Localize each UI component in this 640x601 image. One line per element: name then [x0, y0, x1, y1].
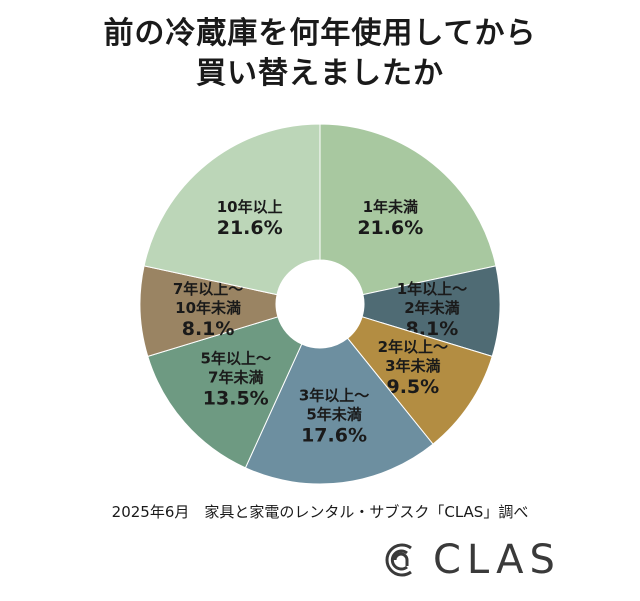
slice-value-label: 21.6% — [217, 217, 283, 239]
clas-logo: CLAS — [383, 537, 561, 583]
slice-category-label: 5年以上～ — [201, 349, 271, 367]
slice-category-label: 3年未満 — [385, 357, 440, 375]
slice-value-label: 21.6% — [357, 217, 423, 239]
slice-value-label: 17.6% — [301, 425, 367, 447]
slice-category-label: 10年未満 — [175, 299, 241, 317]
clas-logo-icon — [385, 543, 412, 577]
source-note: 2025年6月 家具と家電のレンタル・サブスク「CLAS」調べ — [111, 503, 529, 521]
donut-hole — [276, 260, 364, 348]
slice-category-label: 10年以上 — [217, 198, 283, 216]
chart-title: 前の冷蔵庫を何年使用してから 買い替えましたか — [0, 14, 640, 94]
slice-value-label: 13.5% — [203, 387, 269, 409]
slice-category-label: 5年未満 — [306, 406, 361, 424]
slice-category-label: 1年以上～ — [397, 280, 467, 298]
chart-title-line2: 買い替えましたか — [196, 56, 444, 91]
donut-chart: 1年未満21.6%1年以上～2年未満8.1%2年以上～3年未満9.5%3年以上～… — [139, 123, 501, 485]
logo-text: CLAS — [433, 537, 561, 583]
slice-value-label: 9.5% — [386, 376, 439, 398]
slice-category-label: 7年未満 — [208, 368, 263, 386]
slice-category-label: 3年以上～ — [299, 387, 369, 405]
chart-title-line1: 前の冷蔵庫を何年使用してから — [103, 16, 537, 51]
slice-category-label: 7年以上～ — [173, 280, 243, 298]
slice-category-label: 1年未満 — [363, 198, 418, 216]
slice-category-label: 2年以上～ — [378, 338, 448, 356]
slice-category-label: 2年未満 — [404, 299, 459, 317]
slice-value-label: 8.1% — [182, 318, 235, 340]
